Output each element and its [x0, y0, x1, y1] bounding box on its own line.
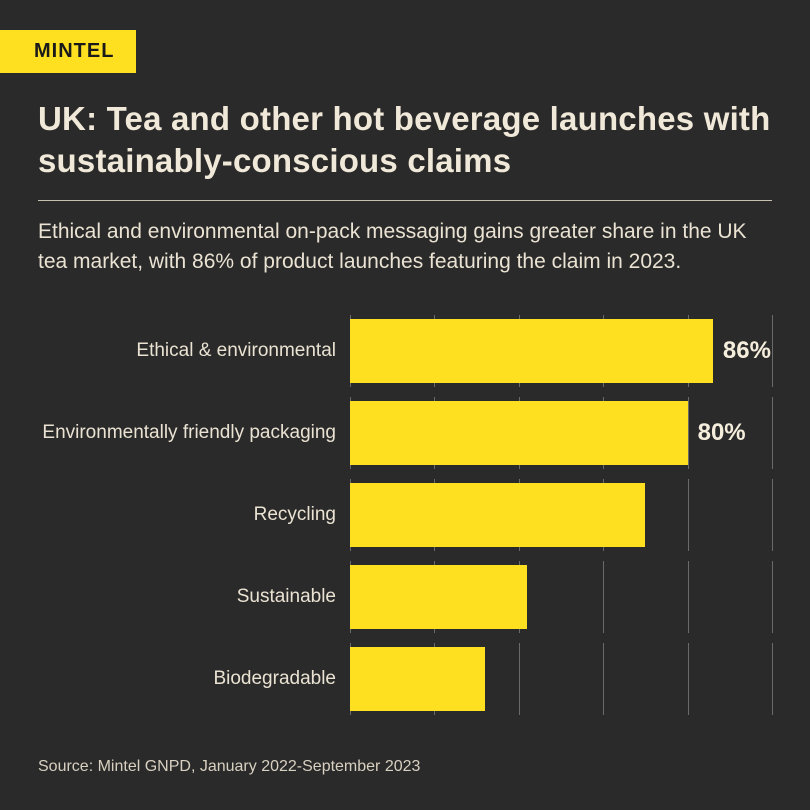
- chart-row: Biodegradable: [38, 647, 772, 711]
- content-region: UK: Tea and other hot beverage launches …: [38, 98, 772, 729]
- axis-gridline: [772, 479, 773, 551]
- brand-logo-text: MINTEL: [34, 40, 114, 62]
- bar-track: 86%: [350, 319, 772, 383]
- bar-track: [350, 565, 772, 629]
- category-label: Recycling: [38, 504, 350, 526]
- bar: [350, 401, 688, 465]
- source-attribution: Source: Mintel GNPD, January 2022-Septem…: [38, 758, 420, 776]
- axis-gridline: [603, 643, 604, 715]
- bar: [350, 483, 645, 547]
- brand-logo-badge: MINTEL: [0, 30, 136, 73]
- axis-gridline: [519, 643, 520, 715]
- page-subtitle: Ethical and environmental on-pack messag…: [38, 217, 768, 277]
- axis-gridline: [603, 561, 604, 633]
- category-label: Sustainable: [38, 586, 350, 608]
- axis-gridline: [772, 397, 773, 469]
- title-divider: [38, 200, 772, 201]
- chart-row: Sustainable: [38, 565, 772, 629]
- value-label: 80%: [698, 419, 746, 447]
- chart-row: Environmentally friendly packaging 80%: [38, 401, 772, 465]
- category-label: Biodegradable: [38, 668, 350, 690]
- bar: [350, 647, 485, 711]
- chart-row: Ethical & environmental 86%: [38, 319, 772, 383]
- category-label: Environmentally friendly packaging: [38, 422, 350, 444]
- axis-gridline: [688, 561, 689, 633]
- axis-gridline: [688, 479, 689, 551]
- axis-gridline: [772, 561, 773, 633]
- bar-chart: Ethical & environmental 86% Environmentall…: [38, 319, 772, 711]
- chart-row: Recycling: [38, 483, 772, 547]
- bar: [350, 319, 713, 383]
- bar-track: 80%: [350, 401, 772, 465]
- page-title: UK: Tea and other hot beverage launches …: [38, 98, 772, 182]
- bar: [350, 565, 527, 629]
- bar-track: [350, 483, 772, 547]
- category-label: Ethical & environmental: [38, 340, 350, 362]
- bar-track: [350, 647, 772, 711]
- axis-gridline: [772, 643, 773, 715]
- value-label: 86%: [723, 337, 771, 365]
- axis-gridline: [688, 643, 689, 715]
- axis-gridline: [772, 315, 773, 387]
- axis-gridline: [688, 397, 689, 469]
